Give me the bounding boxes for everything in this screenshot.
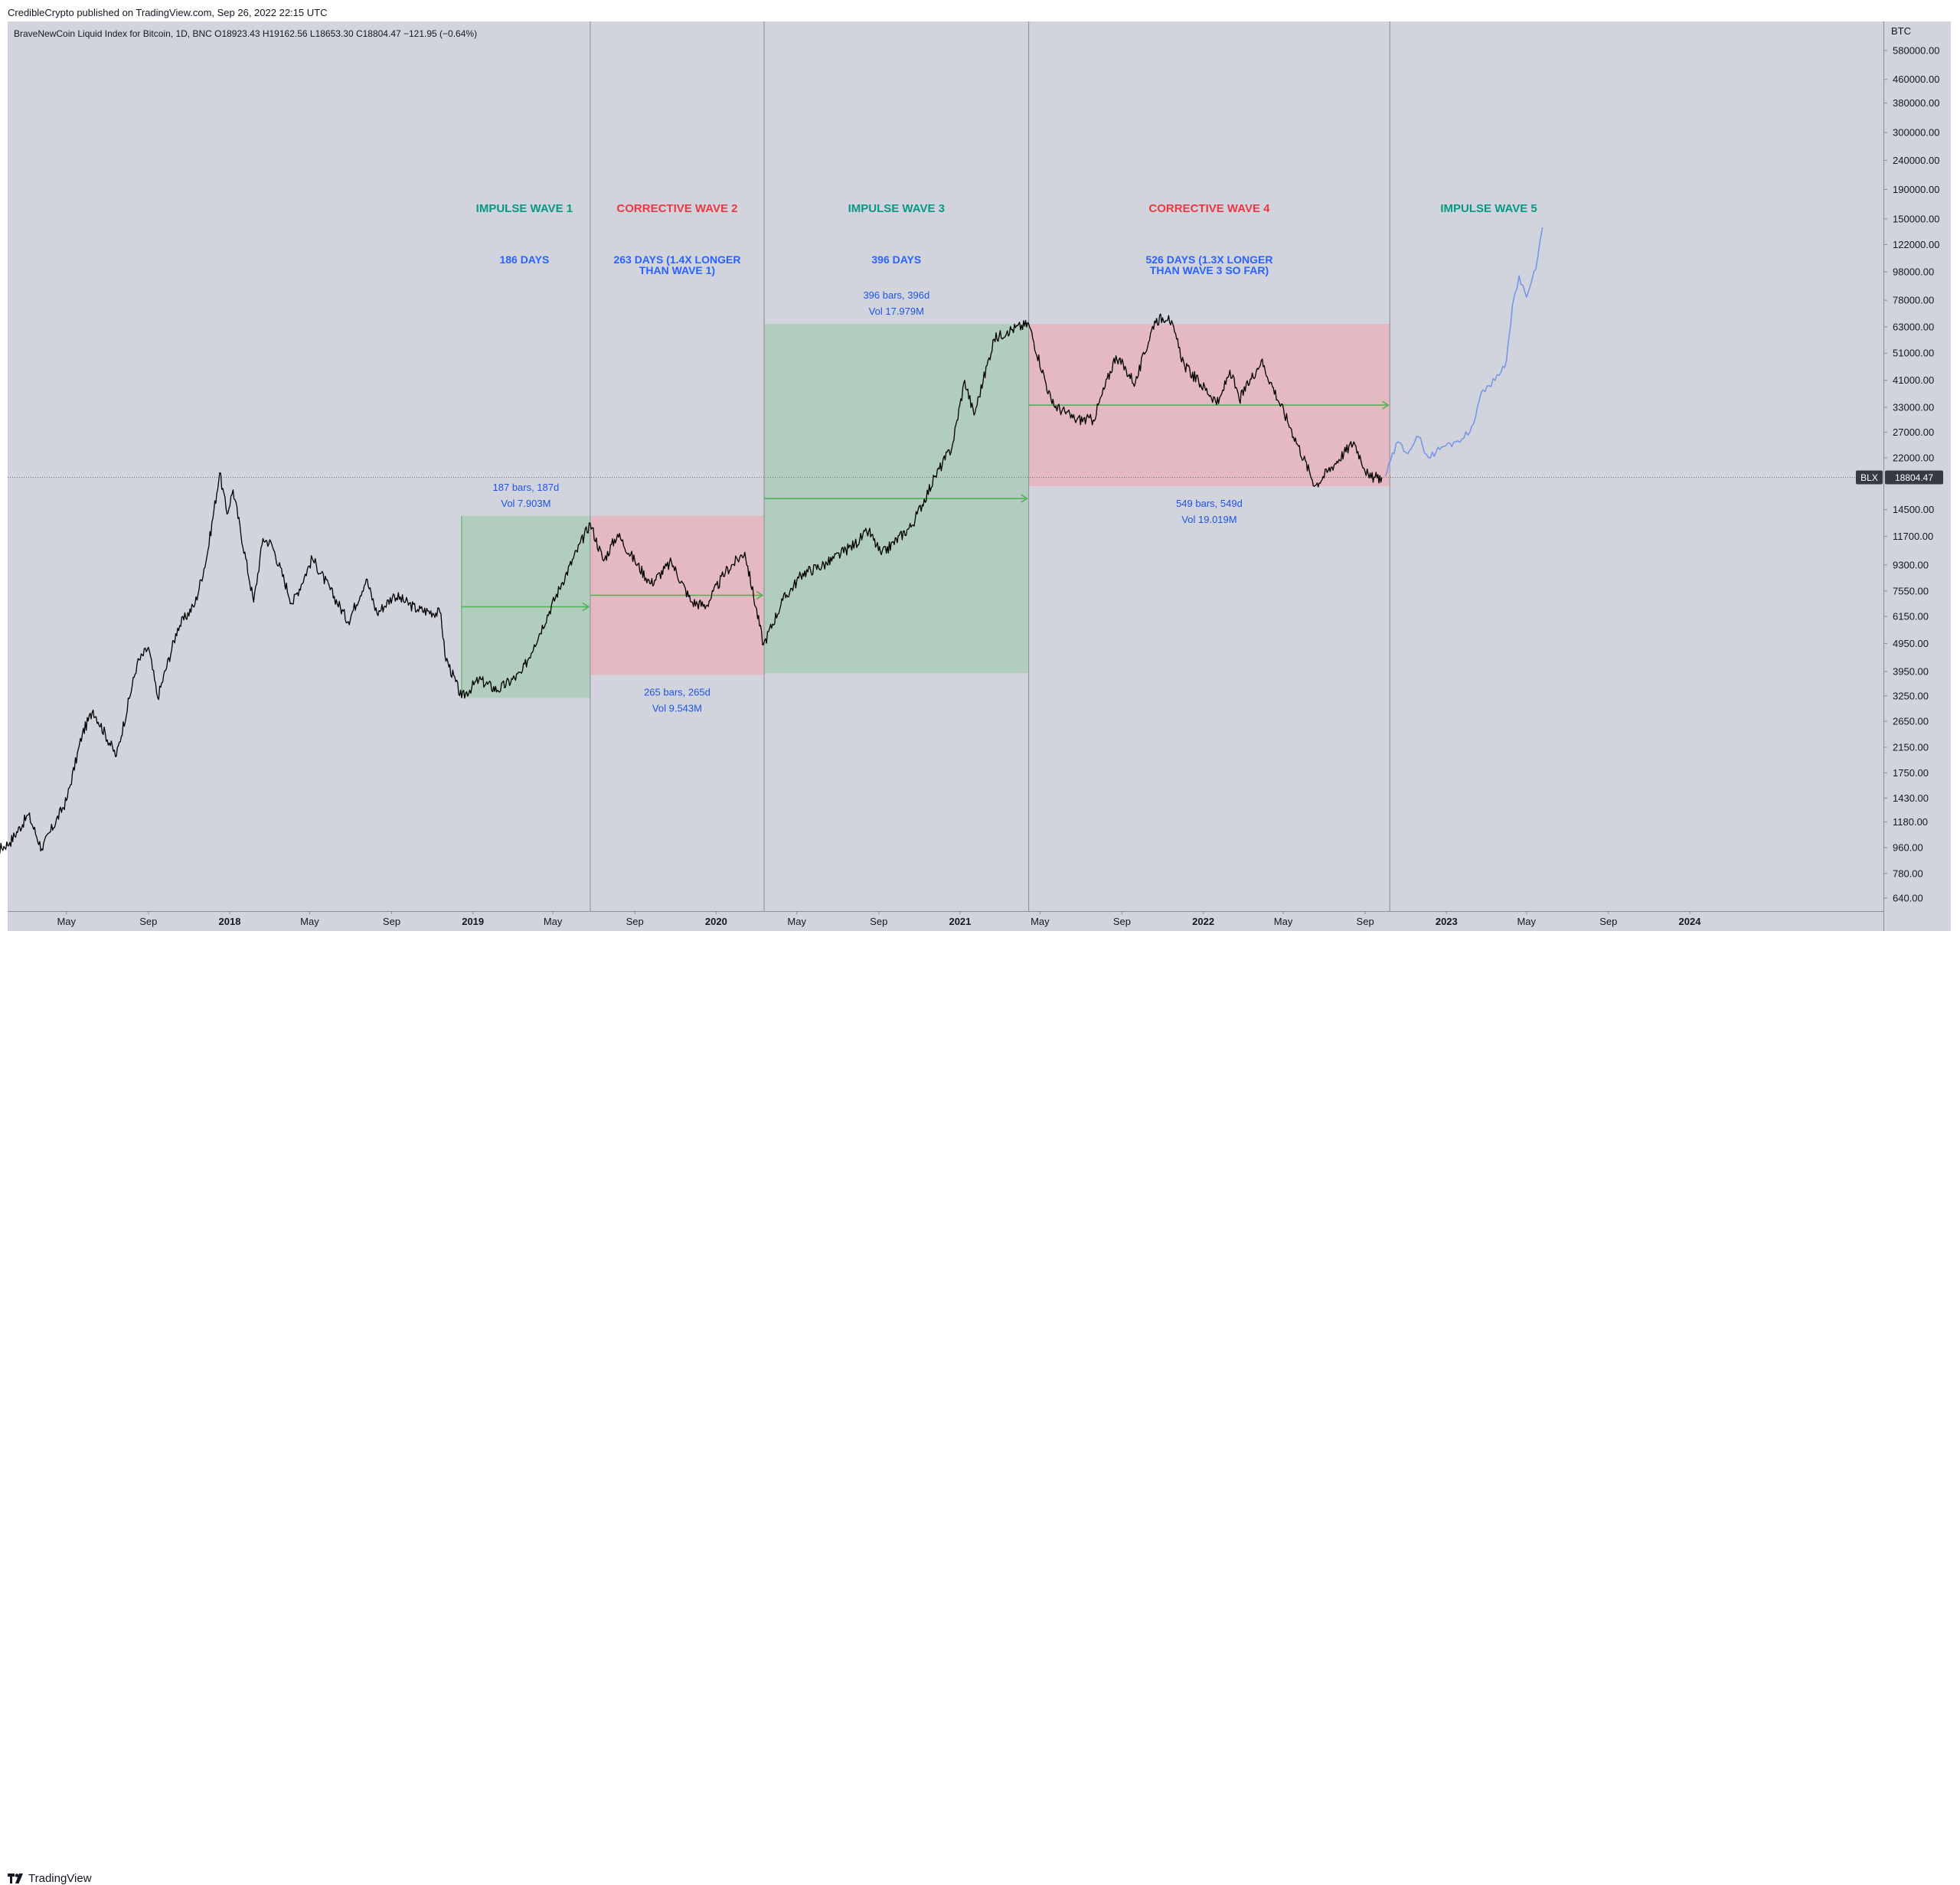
price-axis-tick-label-13: 41000.00 <box>1893 374 1934 386</box>
price-axis-tick-label-18: 11700.00 <box>1893 531 1933 542</box>
tradingview-logo[interactable]: TradingView <box>8 1872 92 1885</box>
price-axis-tick-label-27: 1750.00 <box>1893 767 1929 779</box>
price-axis-tick-label-11: 63000.00 <box>1893 321 1934 332</box>
price-axis-tick-label-8: 122000.00 <box>1893 239 1939 250</box>
time-axis-tick-label-5: Sep <box>383 916 400 927</box>
time-axis-tick-label-17: Sep <box>1357 916 1374 927</box>
wave-title-3: IMPULSE WAVE 3 <box>848 202 945 215</box>
last-price-label: 18804.47 <box>1895 472 1933 483</box>
price-chart[interactable]: IMPULSE WAVE 1 186 DAYS 187 bars, 187d Vol … <box>0 0 1960 960</box>
price-axis-tick-label-16: 22000.00 <box>1893 452 1934 463</box>
wave-arrow-head-2 <box>756 590 764 600</box>
wave-title-4: CORRECTIVE WAVE 4 <box>1148 202 1270 215</box>
wave-arrow-head-1 <box>582 602 590 612</box>
price-axis-tick-label-30: 960.00 <box>1893 842 1923 854</box>
price-axis-tick-label-17: 14500.00 <box>1893 504 1934 515</box>
wave-duration-3: 396 DAYS <box>871 253 921 266</box>
attribution-text: CredibleCrypto published on TradingView.… <box>8 7 328 18</box>
price-axis-tick-label-15: 27000.00 <box>1893 426 1934 438</box>
time-axis-tick-label-8: Sep <box>626 916 644 927</box>
wave-arrow-head-3 <box>1021 494 1028 503</box>
tradingview-logo-icon <box>8 1874 23 1883</box>
time-axis-tick-label-21: 2024 <box>1679 916 1702 927</box>
price-axis-tick-label-14: 33000.00 <box>1893 402 1934 413</box>
wave-duration-2-line-1: 263 DAYS (1.4X LONGER <box>613 253 740 266</box>
wave-arrow-head-4 <box>1381 400 1390 410</box>
time-axis-tick-label-13: May <box>1031 916 1050 927</box>
time-axis-tick-label-1: May <box>57 916 76 927</box>
time-axis-tick-label-6: 2019 <box>462 916 484 927</box>
price-axis-tick-label-19: 9300.00 <box>1893 559 1929 570</box>
time-axis-tick-label-14: Sep <box>1113 916 1131 927</box>
wave-duration-1: 186 DAYS <box>499 253 549 266</box>
btc-price-line[interactable] <box>0 313 1383 858</box>
price-axis-tick-label-28: 1430.00 <box>1893 792 1929 804</box>
price-axis-tick-label-20: 7550.00 <box>1893 585 1929 596</box>
price-axis-tick-label-2: 460000.00 <box>1893 74 1939 85</box>
price-axis-tick-label-6: 190000.00 <box>1893 184 1939 195</box>
tradingview-brand: TradingView <box>28 1872 92 1885</box>
price-axis-tick-label-5: 240000.00 <box>1893 155 1939 166</box>
price-axis-tick-label-25: 2650.00 <box>1893 716 1929 727</box>
wave-stats-volume-2: Vol 9.543M <box>652 702 702 714</box>
wave-title-5: IMPULSE WAVE 5 <box>1440 202 1537 215</box>
wave-stats-bars-1: 187 bars, 187d <box>493 482 560 493</box>
price-axis-tick-label-29: 1180.00 <box>1893 816 1928 828</box>
price-axis-tick-label-1: 580000.00 <box>1893 45 1939 57</box>
time-axis-tick-label-19: May <box>1517 916 1536 927</box>
wave-stats-bars-2: 265 bars, 265d <box>644 686 710 697</box>
ohlc-legend: BraveNewCoin Liquid Index for Bitcoin, 1… <box>14 28 478 39</box>
wave-stats-volume-3: Vol 17.979M <box>869 305 924 317</box>
wave5-projection-line[interactable] <box>1384 227 1544 477</box>
time-axis-tick-label-16: May <box>1274 916 1293 927</box>
wave-duration-4-line-1: 526 DAYS (1.3X LONGER <box>1145 253 1272 266</box>
wave-title-2: CORRECTIVE WAVE 2 <box>616 202 737 215</box>
wave-stats-volume-4: Vol 19.019M <box>1181 514 1236 525</box>
symbol-label-text: BLX <box>1860 472 1878 483</box>
time-axis-tick-label-10: May <box>787 916 806 927</box>
wave-title-1: IMPULSE WAVE 1 <box>476 202 573 215</box>
price-axis-currency-label: BTC <box>1891 25 1911 37</box>
wave-stats-bars-3: 396 bars, 396d <box>863 289 929 301</box>
wave-duration-4-line-2: THAN WAVE 3 SO FAR) <box>1150 264 1269 276</box>
time-axis-tick-label-11: Sep <box>870 916 887 927</box>
time-axis-tick-label-2: Sep <box>139 916 157 927</box>
price-axis-tick-label-10: 78000.00 <box>1893 295 1934 306</box>
price-axis-tick-label-32: 640.00 <box>1893 893 1923 904</box>
wave-duration-2-line-2: THAN WAVE 1) <box>639 264 715 276</box>
time-axis-tick-label-7: May <box>544 916 563 927</box>
footer-bar: TradingView <box>0 931 1960 1885</box>
wave-stats-bars-4: 549 bars, 549d <box>1176 498 1243 509</box>
time-axis-tick-label-3: 2018 <box>219 916 241 927</box>
price-axis-tick-label-24: 3250.00 <box>1893 690 1929 701</box>
price-axis-tick-label-23: 3950.00 <box>1893 666 1929 678</box>
price-axis-tick-label-3: 380000.00 <box>1893 97 1939 109</box>
symbol-label-badge <box>1856 470 1883 485</box>
time-axis-tick-label-18: 2023 <box>1436 916 1458 927</box>
time-axis-tick-label-12: 2021 <box>949 916 971 927</box>
price-axis-tick-label-7: 150000.00 <box>1893 213 1939 224</box>
time-axis-tick-label-9: 2020 <box>705 916 727 927</box>
price-axis-tick-label-22: 4950.00 <box>1893 638 1929 649</box>
price-axis-tick-label-26: 2150.00 <box>1893 742 1929 753</box>
last-price-badge[interactable] <box>1885 470 1943 485</box>
price-axis-tick-label-4: 300000.00 <box>1893 127 1939 139</box>
price-axis-tick-label-9: 98000.00 <box>1893 266 1934 278</box>
header-bar: CredibleCrypto published on TradingView.… <box>0 0 1960 21</box>
time-axis-tick-label-4: May <box>300 916 319 927</box>
time-axis-tick-label-20: Sep <box>1599 916 1617 927</box>
wave-stats-volume-1: Vol 7.903M <box>501 498 550 509</box>
time-axis-tick-label-15: 2022 <box>1192 916 1214 927</box>
price-axis-tick-label-31: 780.00 <box>1893 867 1923 879</box>
price-axis-tick-label-12: 51000.00 <box>1893 348 1934 359</box>
price-axis-tick-label-21: 6150.00 <box>1893 611 1929 622</box>
